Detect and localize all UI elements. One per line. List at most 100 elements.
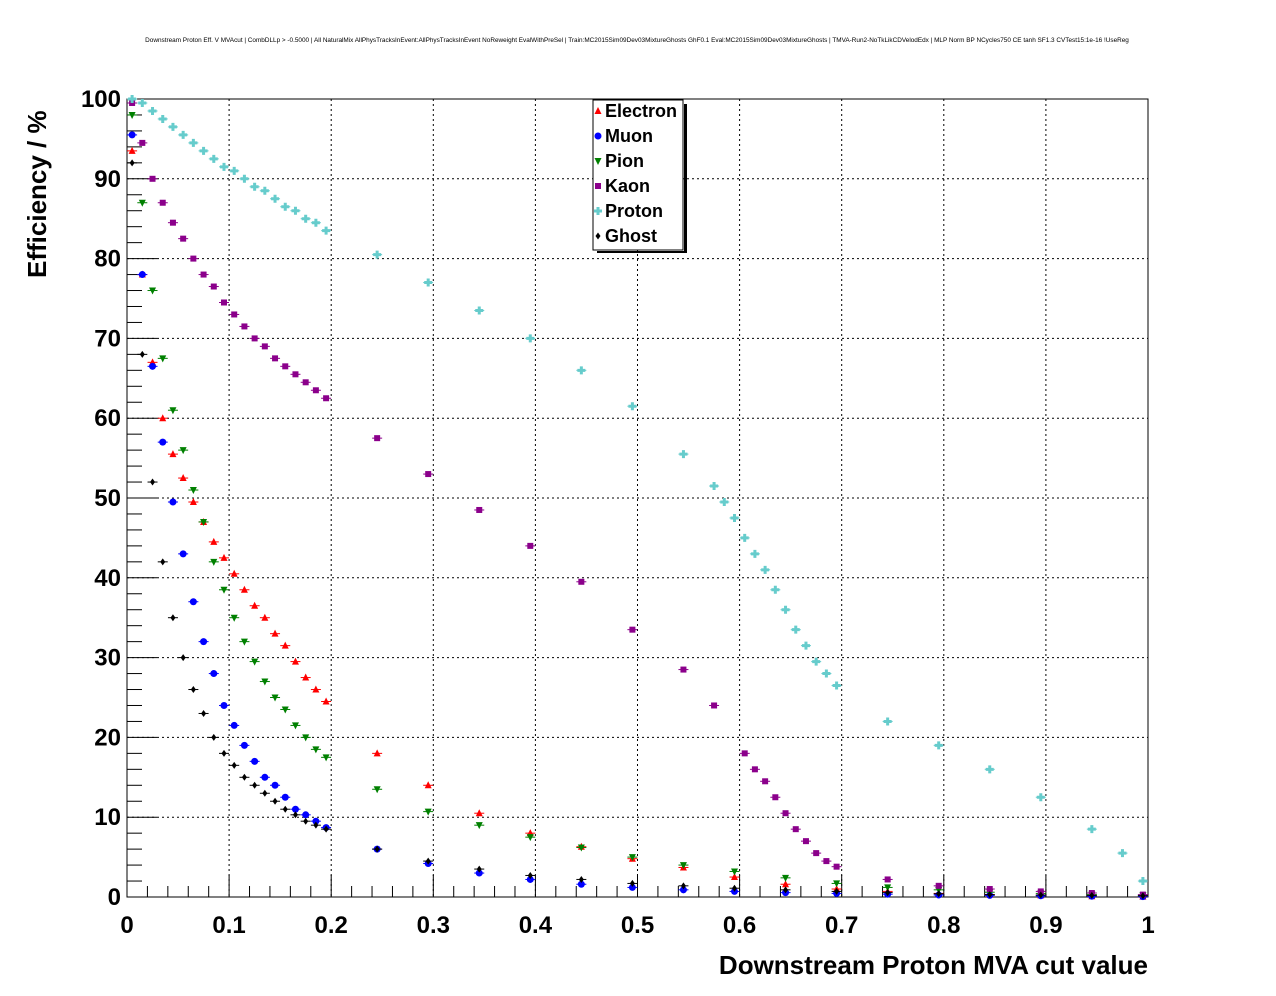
pion-point [312, 746, 320, 754]
chart-title: Downstream Proton Eff. V MVAcut | CombDL… [145, 37, 1129, 44]
ghost-point [374, 845, 380, 853]
x-axis-title: Downstream Proton MVA cut value [719, 950, 1148, 980]
legend-label-ghost: Ghost [605, 226, 657, 246]
ghost-point [527, 871, 533, 879]
pion-point [475, 822, 483, 830]
proton-point [1138, 877, 1147, 886]
ghost-point [231, 761, 237, 769]
proton-point [271, 194, 280, 203]
kaon-point [374, 435, 381, 442]
proton-point [158, 114, 167, 123]
proton-point [720, 497, 729, 506]
muon-point [210, 670, 218, 678]
legend-label-proton: Proton [605, 201, 663, 221]
kaon-point [680, 666, 687, 673]
proton-point [628, 402, 637, 411]
kaon-point [180, 235, 187, 242]
kaon-point [813, 850, 820, 857]
proton-point [168, 122, 177, 131]
legend-marker-pion [594, 158, 602, 165]
pion-point [271, 694, 279, 702]
muon-point [220, 701, 228, 709]
proton-point [791, 625, 800, 634]
kaon-point [425, 471, 432, 478]
kaon-point [629, 626, 636, 633]
kaon-point [169, 219, 176, 226]
ghost-point [680, 882, 686, 890]
pion-point [200, 518, 208, 526]
y-tick-label: 60 [94, 405, 121, 432]
proton-point [373, 250, 382, 259]
kaon-point [527, 542, 534, 549]
ghost-point [292, 811, 298, 819]
electron-point [159, 414, 167, 422]
kaon-point [282, 363, 289, 370]
proton-point [1036, 793, 1045, 802]
ghost-point [282, 805, 288, 813]
pion-point [179, 447, 187, 455]
ghost-point [1038, 891, 1044, 899]
proton-point [138, 98, 147, 107]
muon-point [230, 721, 238, 729]
proton-point [761, 565, 770, 574]
ghost-point [783, 886, 789, 894]
muon-point [628, 883, 636, 891]
pion-point [373, 786, 381, 794]
y-tick-label: 0 [108, 884, 121, 911]
axis-ticks: 0 0.1 0.2 0.3 0.4 0.5 0.6 0.7 0.8 0.9 101020304050… [81, 86, 1155, 939]
proton-point [750, 549, 759, 558]
kaon-point [302, 379, 309, 386]
electron-point [475, 809, 483, 817]
pion-point [189, 487, 197, 495]
muon-point [240, 741, 248, 749]
y-axis-title: Efficiency / % [22, 110, 52, 278]
proton-point [311, 218, 320, 227]
x-tick-label: 0.8 [927, 912, 960, 939]
electron-point [322, 697, 330, 705]
muon-point [159, 438, 167, 446]
x-tick-label: 0 [120, 912, 133, 939]
ghost-point [180, 654, 186, 662]
electron-point [302, 673, 310, 681]
x-tick-label: 1 [1141, 912, 1154, 939]
kaon-point [833, 863, 840, 870]
kaon-point [802, 838, 809, 845]
y-tick-label: 20 [94, 724, 121, 751]
electron-point [189, 497, 197, 505]
muon-point [261, 773, 269, 781]
proton-point [189, 138, 198, 147]
y-tick-label: 100 [81, 86, 121, 113]
kaon-point [220, 299, 227, 306]
proton-point [240, 174, 249, 183]
x-tick-label: 0.1 [212, 912, 245, 939]
x-tick-label: 0.3 [417, 912, 450, 939]
ghost-point [160, 558, 166, 566]
muon-point [251, 757, 259, 765]
ghost-point [252, 781, 258, 789]
muon-point [679, 886, 687, 894]
ghost-point [241, 773, 247, 781]
proton-point [985, 765, 994, 774]
electron-point [230, 569, 238, 577]
y-tick-label: 10 [94, 804, 121, 831]
legend-marker-kaon [595, 183, 601, 189]
pion-point [251, 658, 259, 666]
ghost-point [834, 887, 840, 895]
ghost-point [323, 825, 329, 833]
kaon-point [261, 343, 268, 350]
ghost-point [987, 891, 993, 899]
electron-point [730, 873, 738, 881]
kaon-point [149, 175, 156, 182]
pion-point [322, 754, 330, 762]
legend-label-muon: Muon [605, 126, 653, 146]
proton-point [801, 641, 810, 650]
kaon-point [935, 882, 942, 889]
muon-point [138, 271, 146, 279]
proton-point [740, 533, 749, 542]
kaon-point [241, 323, 248, 330]
proton-point [260, 186, 269, 195]
proton-point [148, 106, 157, 115]
electron-point [291, 657, 299, 665]
ghost-point [1089, 891, 1095, 899]
